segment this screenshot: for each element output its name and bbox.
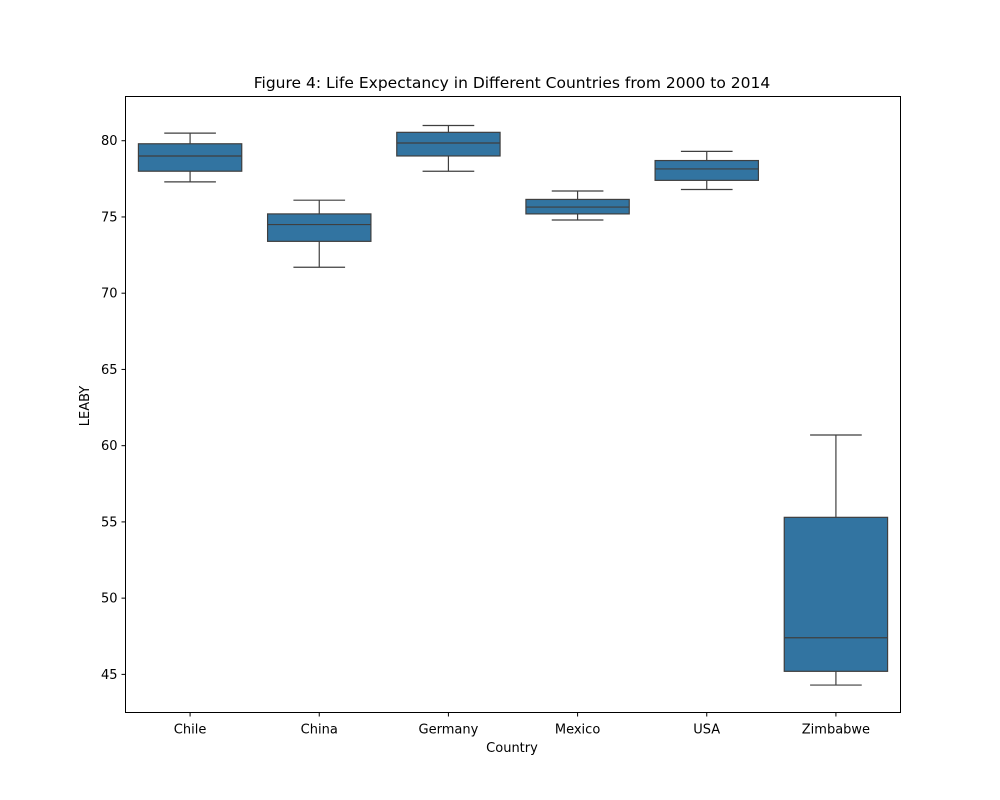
chart-title: Figure 4: Life Expectancy in Different C… xyxy=(254,74,770,92)
x-axis: Chile China Germany Mexico USA Zimbabwe xyxy=(174,712,870,738)
x-tick-label: USA xyxy=(693,723,720,738)
y-tick-label: 50 xyxy=(101,592,118,607)
box-germany xyxy=(396,124,501,172)
box-body xyxy=(396,131,501,157)
y-tick-label: 60 xyxy=(101,439,118,454)
y-tick-label: 55 xyxy=(101,515,118,530)
y-axis: 45 50 55 60 65 70 75 80 xyxy=(101,134,126,683)
box-china xyxy=(266,199,372,268)
box-body xyxy=(266,213,372,242)
box-mexico xyxy=(525,190,630,221)
x-tick-label: Mexico xyxy=(555,723,600,738)
box-chile xyxy=(137,132,243,183)
box-body xyxy=(137,143,243,172)
plot-frame xyxy=(125,96,901,713)
y-tick-label: 80 xyxy=(101,134,118,149)
box-zimbabwe xyxy=(783,434,889,686)
boxes-layer xyxy=(137,124,889,686)
box-body xyxy=(654,159,760,181)
y-tick-label: 65 xyxy=(101,363,118,378)
y-tick-label: 45 xyxy=(101,668,118,683)
box-usa xyxy=(654,150,760,191)
x-tick-label: Germany xyxy=(419,723,479,738)
y-tick-label: 70 xyxy=(101,287,118,302)
x-tick-label: China xyxy=(301,723,338,738)
y-axis-label: LEABY xyxy=(78,386,93,427)
x-axis-label: Country xyxy=(486,741,538,756)
box-body xyxy=(783,516,889,672)
y-tick-label: 75 xyxy=(101,210,118,225)
x-tick-label: Chile xyxy=(174,723,207,738)
x-tick-label: Zimbabwe xyxy=(802,723,870,738)
